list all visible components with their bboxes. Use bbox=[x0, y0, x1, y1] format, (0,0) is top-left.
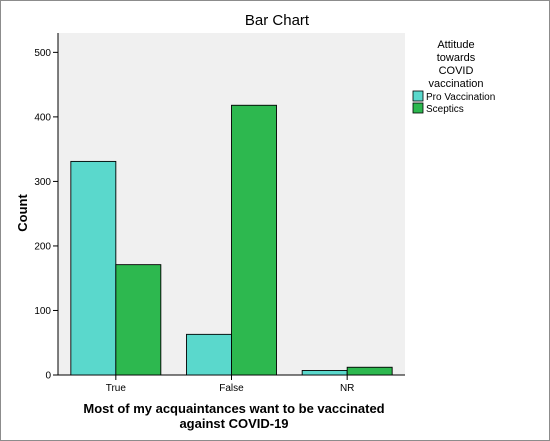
y-tick-label: 100 bbox=[34, 306, 51, 317]
legend-title-line-1: Attitude bbox=[437, 39, 474, 51]
legend-title-line-4: vaccination bbox=[428, 78, 483, 90]
y-tick-label: 200 bbox=[34, 241, 51, 252]
y-tick-label: 300 bbox=[34, 177, 51, 188]
bar-false-sceptics bbox=[231, 104, 277, 376]
bar-true-sceptics bbox=[115, 264, 162, 376]
legend-title-line-2: towards bbox=[437, 52, 476, 64]
bar-nr-pro-vaccination bbox=[301, 370, 348, 376]
legend-swatch-sceptics bbox=[412, 102, 424, 114]
bar-nr-sceptics bbox=[346, 366, 393, 376]
bar-true-pro-vaccination bbox=[70, 160, 117, 376]
y-tick-label: 400 bbox=[34, 112, 51, 123]
legend: Attitude towards COVID vaccination Pro V… bbox=[412, 39, 495, 115]
x-axis-title-line-1: Most of my acquaintances want to be vacc… bbox=[83, 401, 384, 416]
legend-title-line-3: COVID bbox=[439, 65, 474, 77]
chart-title: Bar Chart bbox=[245, 12, 310, 29]
y-axis-title: Count bbox=[15, 194, 30, 232]
x-axis: True False NR bbox=[58, 374, 405, 394]
y-tick-label: 500 bbox=[34, 48, 51, 59]
bar-false-pro-vaccination bbox=[186, 333, 232, 376]
x-axis-title-line-2: against COVID-19 bbox=[179, 416, 288, 431]
legend-label-sceptics: Sceptics bbox=[426, 104, 464, 115]
x-tick-label: True bbox=[106, 383, 127, 394]
x-tick-label: NR bbox=[340, 383, 354, 394]
legend-label-pro-vaccination: Pro Vaccination bbox=[426, 92, 495, 103]
x-tick-label: False bbox=[219, 383, 244, 394]
legend-swatch-pro-vaccination bbox=[412, 90, 424, 102]
y-tick-label: 0 bbox=[45, 371, 51, 382]
bars bbox=[70, 104, 393, 376]
y-axis: 0 100 200 300 400 500 bbox=[34, 33, 59, 382]
